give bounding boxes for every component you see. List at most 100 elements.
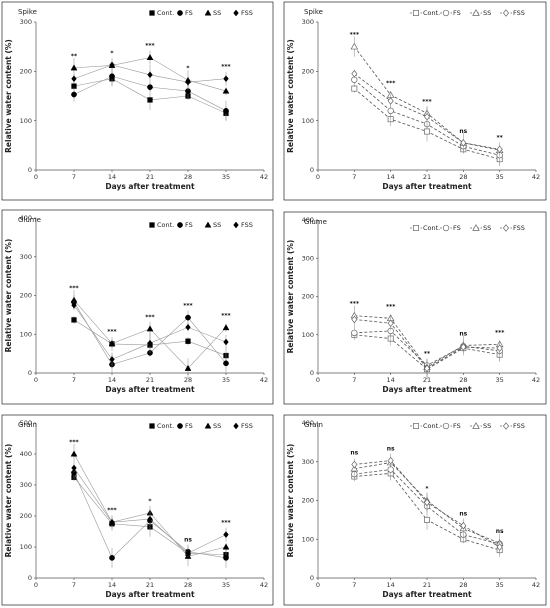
legend-item: SS <box>204 422 221 430</box>
data-point <box>146 54 154 61</box>
y-tick-label: 200 <box>20 68 32 76</box>
legend-label: SS <box>213 221 221 229</box>
data-series <box>351 315 503 379</box>
legend-marker <box>442 9 450 17</box>
legend-label: Cont. <box>157 9 174 17</box>
x-axis-title: Days after treatment <box>382 385 472 394</box>
legend-marker <box>233 422 239 430</box>
data-series <box>71 301 229 367</box>
y-tick-label: 300 <box>302 254 314 262</box>
y-axis-title: Relative water content (%) <box>4 39 13 153</box>
data-point <box>147 71 153 79</box>
legend-label: FS <box>185 9 193 17</box>
x-tick-label: 0 <box>34 376 38 384</box>
y-axis-title: Relative water content (%) <box>4 239 13 353</box>
significance-label: * <box>186 65 190 72</box>
data-point <box>423 364 431 373</box>
panel-frame <box>1 414 274 606</box>
x-tick-label: 28 <box>459 581 467 589</box>
data-point <box>109 61 115 69</box>
significance-label: *** <box>386 80 396 87</box>
x-tick-label: 14 <box>108 173 116 181</box>
legend-marker <box>413 423 419 429</box>
legend-marker <box>233 221 239 229</box>
y-tick-label: 200 <box>20 292 32 300</box>
y-tick-label: 100 <box>20 330 32 338</box>
x-tick-label: 0 <box>316 376 320 384</box>
legend-item: FSS <box>500 224 525 232</box>
legend-label: FSS <box>241 221 253 229</box>
legend-item: FSS <box>500 422 525 430</box>
legend-label: FS <box>453 9 461 17</box>
data-point <box>423 112 431 121</box>
data-point <box>223 555 229 561</box>
panel-title: Spike <box>304 8 323 16</box>
significance-label: ** <box>497 134 504 141</box>
significance-label: ** <box>71 53 78 60</box>
data-point <box>351 460 358 469</box>
x-tick-label: 42 <box>260 173 268 181</box>
x-tick-label: 28 <box>184 376 192 384</box>
legend-item: SS <box>470 422 491 430</box>
panel-title: Grain <box>304 421 323 429</box>
x-tick-label: 21 <box>423 173 431 181</box>
x-tick-label: 42 <box>532 173 540 181</box>
data-point <box>147 339 153 347</box>
x-tick-label: 28 <box>184 173 192 181</box>
chart-panel: 0 100 200 300 400 500 0 7 14 21 28 35 42 Days after t… <box>1 414 274 606</box>
y-tick-label: 0 <box>310 574 314 582</box>
legend-marker <box>442 422 450 430</box>
x-tick-label: 14 <box>387 581 395 589</box>
legend-marker <box>177 222 183 228</box>
x-tick-label: 42 <box>260 581 268 589</box>
data-point <box>223 360 229 367</box>
y-tick-label: 100 <box>302 535 314 543</box>
x-tick-label: 21 <box>423 581 431 589</box>
significance-label: *** <box>221 64 231 71</box>
data-point <box>460 521 467 530</box>
legend-label: FS <box>185 422 193 430</box>
data-point <box>387 107 394 114</box>
significance-label: *** <box>69 285 79 292</box>
x-tick-label: 7 <box>352 376 356 384</box>
x-tick-label: 14 <box>108 376 116 384</box>
data-point <box>184 364 192 371</box>
y-tick-label: 200 <box>302 68 314 76</box>
y-tick-label: 300 <box>302 458 314 466</box>
chart-panel: 0 100 200 300 0 7 14 21 28 35 42 Days after treatme… <box>283 1 547 201</box>
x-tick-label: 7 <box>72 173 76 181</box>
data-point <box>424 128 430 135</box>
panel-frame <box>283 414 547 606</box>
x-tick-label: 28 <box>459 376 467 384</box>
x-tick-label: 35 <box>222 376 230 384</box>
data-point <box>108 340 116 347</box>
data-point <box>71 317 77 323</box>
significance-label: *** <box>107 507 117 514</box>
legend-marker <box>177 423 183 429</box>
significance-label: *** <box>495 329 505 336</box>
data-point <box>71 301 77 309</box>
legend-label: FSS <box>241 422 253 430</box>
data-point <box>109 518 115 526</box>
legend-label: FSS <box>513 422 525 430</box>
panel-title: Spike <box>18 8 37 16</box>
legend-item: FS <box>440 422 461 430</box>
significance-label: ns <box>350 449 358 456</box>
chart-panel: 0 100 200 300 0 7 14 21 28 35 42 Days after treatme… <box>1 1 274 201</box>
data-point <box>387 319 394 328</box>
significance-label: *** <box>145 314 155 321</box>
legend-label: Cont. <box>423 422 440 430</box>
y-tick-label: 0 <box>310 166 314 174</box>
legend-label: Cont. <box>423 9 440 17</box>
legend-marker <box>413 225 419 231</box>
panel-title: Grain <box>18 421 37 429</box>
x-tick-label: 42 <box>532 376 540 384</box>
y-axis-title: Relative water content (%) <box>286 444 295 558</box>
data-point <box>147 97 153 103</box>
legend-label: SS <box>213 9 221 17</box>
legend-marker <box>204 422 212 429</box>
data-point <box>185 323 191 331</box>
legend-marker <box>502 422 510 430</box>
legend-item: Cont. <box>410 422 440 430</box>
legend-label: Cont. <box>157 422 174 430</box>
